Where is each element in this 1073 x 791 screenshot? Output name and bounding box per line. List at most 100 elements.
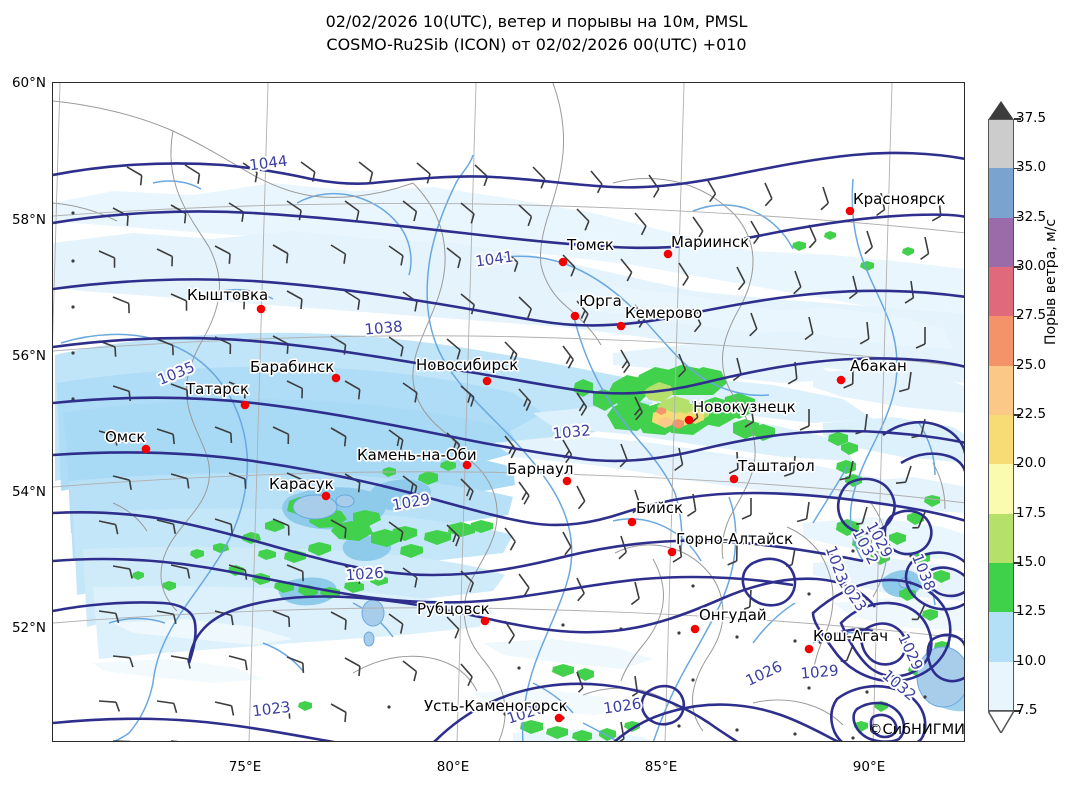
city-label-halo: Камень-на-Оби: [357, 446, 477, 464]
city-dot[interactable]: [562, 476, 572, 486]
isobar-label-text: 1032: [552, 421, 592, 442]
city-label-halo: Омск: [105, 428, 145, 446]
colorbar-band-3: [988, 267, 1014, 317]
city-dot[interactable]: [331, 373, 341, 383]
city-label-halo: Томск: [566, 236, 614, 254]
city-label-halo: Юрга: [579, 292, 622, 310]
city-dot[interactable]: [554, 713, 564, 723]
city-label-halo: Мариинск: [671, 233, 749, 251]
xtick-85e: 85°E: [644, 759, 678, 775]
colorbar-tick-label: 12.5: [1016, 603, 1047, 620]
colorbar-band-2: [988, 217, 1014, 268]
city-dot[interactable]: [480, 616, 490, 626]
colorbar-band-0: [988, 119, 1014, 169]
colorbar-tickmark: [1014, 660, 1021, 663]
city-dot[interactable]: [836, 375, 846, 385]
city-label: Кыштовка: [187, 286, 268, 304]
city-label: Рубцовск: [417, 600, 490, 618]
city-label-halo: Бийск: [636, 499, 683, 517]
colorbar[interactable]: [988, 119, 1014, 712]
city-label: Красноярск: [853, 190, 945, 208]
city-label-halo: Красноярск: [853, 190, 945, 208]
colorbar-under-arrow: [988, 711, 1014, 733]
colorbar-tick-label: 32.5: [1016, 208, 1047, 225]
page-title: 02/02/2026 10(UTC), ветер и порывы на 10…: [0, 10, 1073, 56]
colorbar-over-arrow: [988, 101, 1014, 120]
city-dot[interactable]: [729, 474, 739, 484]
city-label: Омск: [105, 428, 145, 446]
city-dot[interactable]: [804, 644, 814, 654]
city-label: Бийск: [636, 499, 683, 517]
title-line-1: 02/02/2026 10(UTC), ветер и порывы на 10…: [325, 12, 748, 31]
xtick-80e: 80°E: [436, 759, 470, 775]
xtick-75e: 75°E: [228, 759, 262, 775]
city-label: Барнаул: [507, 460, 573, 478]
isobar-label-text: 1026: [602, 694, 642, 717]
city-label-halo: Таштагол: [737, 457, 815, 475]
city-label-halo: Кош-Агач: [813, 627, 888, 645]
colorbar-tickmark: [1014, 266, 1021, 268]
city-dot[interactable]: [558, 257, 568, 267]
city-dot[interactable]: [240, 400, 250, 410]
city-label: Карасук: [269, 475, 334, 493]
isobar-label-text: 1026: [345, 564, 384, 585]
city-dot[interactable]: [627, 517, 637, 527]
isobar-label-text: 1038: [364, 317, 404, 338]
colorbar-band-5: [988, 365, 1014, 416]
city-dot[interactable]: [462, 460, 472, 470]
city-dot[interactable]: [690, 624, 700, 634]
colorbar-tick-label: 35.0: [1016, 159, 1047, 176]
city-dot[interactable]: [684, 415, 694, 425]
city-label: Усть-Каменогорск: [424, 697, 568, 715]
wind-barbs-layer: [71, 161, 942, 741]
city-label: Кемерово: [625, 304, 702, 322]
colorbar-tickmark: [1014, 512, 1021, 515]
isobars-layer: [53, 151, 964, 741]
city-dot[interactable]: [482, 376, 492, 386]
map-canvas[interactable]: 1044 1044 1041 1041 1038 1038 1035 1035 1032 1032…: [52, 82, 965, 742]
colorbar-tickmark: [1014, 710, 1021, 712]
colorbar-tick-label: 25.0: [1016, 356, 1047, 373]
city-dot[interactable]: [616, 321, 626, 331]
city-dot[interactable]: [667, 547, 677, 557]
city-label: Онгудай: [699, 606, 767, 624]
city-dot[interactable]: [845, 206, 855, 216]
city-dot[interactable]: [256, 304, 266, 314]
isobar-label-text: 1044: [248, 152, 288, 175]
colorbar-band-4: [988, 316, 1014, 367]
city-dot[interactable]: [141, 444, 151, 454]
colorbar-tickmark: [1014, 216, 1021, 219]
city-label: Новокузнецк: [693, 398, 796, 416]
city-dot[interactable]: [321, 491, 331, 501]
colorbar-tick-label: 27.5: [1016, 307, 1047, 324]
city-dot[interactable]: [570, 311, 580, 321]
colorbar-tick-label: 7.5: [1016, 702, 1038, 718]
city-dot[interactable]: [663, 249, 673, 259]
city-label-halo: Татарск: [185, 380, 249, 398]
colorbar-band-1: [988, 168, 1014, 219]
